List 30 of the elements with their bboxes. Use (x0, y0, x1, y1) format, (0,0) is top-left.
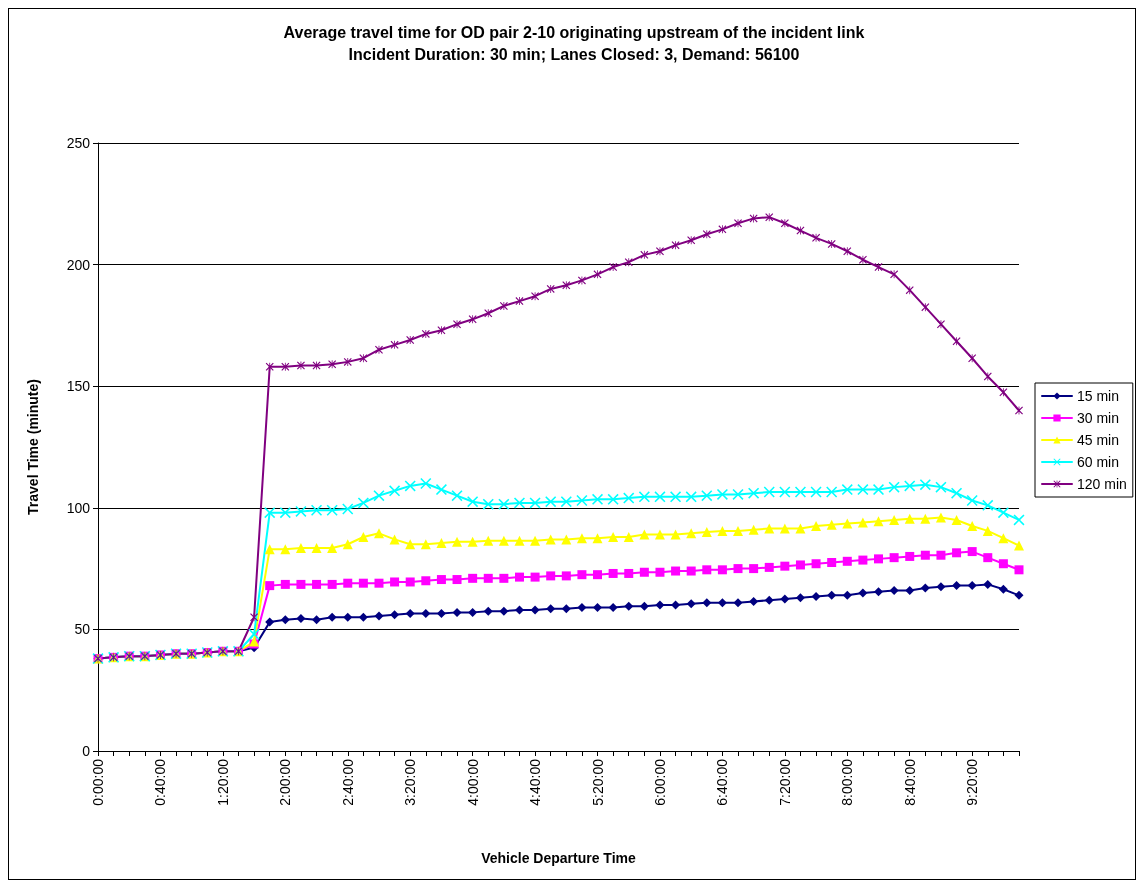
x-axis-title: Vehicle Departure Time (481, 850, 636, 866)
chart-subtitle: Incident Duration: 30 min; Lanes Closed: 3, Demand: 56100 (348, 45, 800, 63)
x-tick-label: 4:00:00 (464, 758, 481, 806)
y-tick-label: 200 (66, 256, 91, 273)
x-tick-label: 6:00:00 (651, 758, 668, 806)
x-tick-label: 9:20:00 (964, 758, 981, 806)
x-tick-label: 6:40:00 (714, 758, 731, 806)
legend-label: 30 min (1077, 410, 1120, 426)
x-tick-label: 5:20:00 (589, 758, 606, 806)
x-tick-label: 4:40:00 (527, 758, 544, 806)
x-tick-label: 1:20:00 (214, 758, 231, 806)
x-tick-label: 7:20:00 (776, 758, 793, 806)
y-axis-title: Travel Time (minute) (25, 379, 41, 515)
legend-label: 60 min (1077, 454, 1120, 470)
x-tick-label: 8:40:00 (901, 758, 918, 806)
y-tick-label: 0 (82, 743, 91, 759)
legend-label: 120 min (1077, 476, 1127, 492)
legend-label: 45 min (1077, 432, 1120, 448)
y-tick-label: 50 (74, 621, 91, 638)
x-tick-label: 2:40:00 (339, 758, 356, 806)
x-tick-label: 2:00:00 (277, 758, 294, 806)
x-tick-label: 3:20:00 (402, 758, 419, 806)
y-tick-label: 100 (66, 499, 91, 516)
x-tick-label: 0:00:00 (90, 758, 106, 806)
legend-label: 15 min (1077, 388, 1120, 404)
chart-title: Average travel time for OD pair 2-10 originating upstream of the incident link (283, 23, 865, 41)
y-tick-label: 150 (66, 378, 91, 395)
x-tick-label: 8:00:00 (839, 758, 856, 806)
y-tick-label: 250 (66, 135, 91, 151)
x-tick-label: 0:40:00 (152, 758, 169, 806)
